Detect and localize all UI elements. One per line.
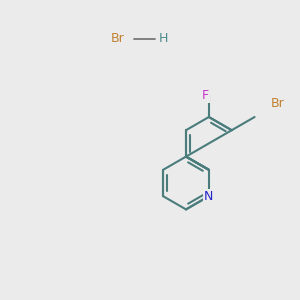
- Text: Br: Br: [271, 97, 284, 110]
- Text: N: N: [204, 190, 214, 203]
- Text: F: F: [202, 89, 209, 102]
- Text: H: H: [159, 32, 168, 46]
- Text: Br: Br: [111, 32, 124, 46]
